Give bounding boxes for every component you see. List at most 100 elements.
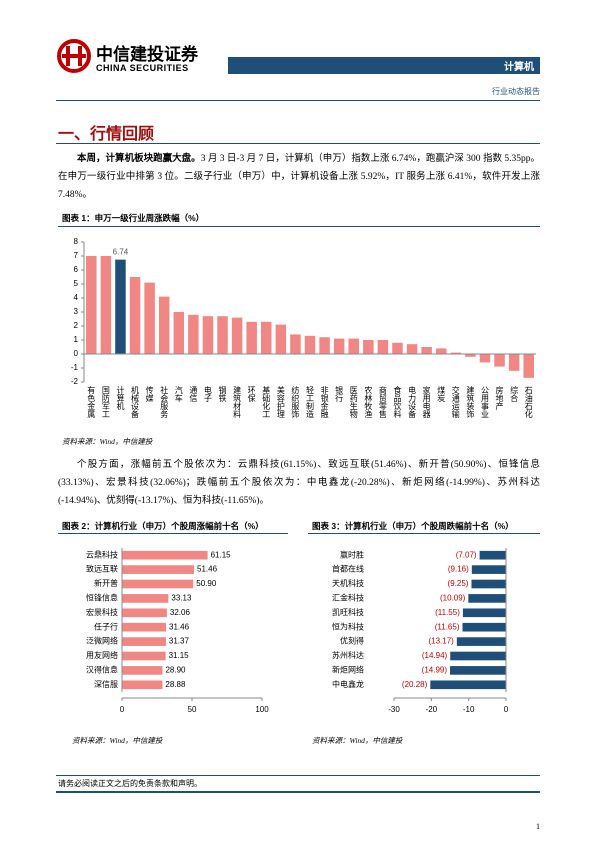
bar xyxy=(122,594,169,603)
category-label: 恒为科技 xyxy=(332,621,364,631)
chart: 赢时胜 (7.07) 首都在线 (9.16) 天机科技 (9.25) 汇金科技 (10.09)… xyxy=(332,548,509,714)
data-label: 32.06 xyxy=(170,608,191,617)
data-label: (7.07) xyxy=(456,550,477,559)
x-tick-label: 交通运输 xyxy=(451,385,460,419)
category-label: 天机科技 xyxy=(332,578,364,588)
category-label: 汇金科技 xyxy=(332,593,364,603)
disclaimer: 请务必阅读正文之后的免责条款和声明。 xyxy=(58,779,202,788)
x-tick-label: 环保 xyxy=(247,386,256,403)
bar xyxy=(122,622,167,632)
bar xyxy=(363,340,374,354)
category-label: 新炬网络 xyxy=(332,665,364,675)
bar xyxy=(406,344,418,354)
y-tick-label: 5 xyxy=(74,279,79,288)
category-label: 宏景科技 xyxy=(86,607,118,617)
y-tick-label: 6 xyxy=(74,265,79,274)
page-number: 1 xyxy=(536,822,540,831)
y-tick-label: 3 xyxy=(74,307,79,316)
bar xyxy=(217,316,228,354)
body: 个股方面，涨幅前五个股依次为：云鼎科技(61.15%)、致远互联(51.46%)… xyxy=(58,460,540,506)
y-tick-label: 2 xyxy=(74,321,79,330)
data-label: 61.15 xyxy=(211,550,232,559)
x-tick-label: 汽车 xyxy=(174,385,183,403)
chart: -2 -1 0 1 2 3 4 5 6 7 8 有色金属 国防军工 6.74 计算机 机械设备 传媒 社会服务 汽车… xyxy=(71,237,536,419)
bar xyxy=(173,312,185,354)
y-tick-label: -2 xyxy=(71,377,79,386)
report-type: 行业动态报告 xyxy=(492,87,540,96)
data-label: 51.46 xyxy=(197,565,218,574)
x-tick-label: 电力设备 xyxy=(408,385,417,419)
bar xyxy=(465,354,476,357)
paragraph: 本周，计算机板块跑赢大盘。3 月 3 日-3 月 7 日，计算机（申万）指数上涨… xyxy=(58,150,540,204)
data-label: 31.15 xyxy=(169,651,190,660)
bar xyxy=(122,666,163,675)
bar xyxy=(122,550,208,560)
x-tick-label: 商贸零售 xyxy=(378,385,387,419)
data-label: 31.37 xyxy=(169,637,190,646)
x-tick-label: 纺织服饰 xyxy=(291,385,300,419)
bar xyxy=(471,565,506,574)
data-label: (20.28) xyxy=(402,680,428,689)
bar xyxy=(348,338,359,354)
y-tick-label: 1 xyxy=(74,335,79,344)
x-tick-label: 国防军工 xyxy=(101,386,110,418)
data-label: (11.55) xyxy=(435,608,460,617)
data-label: (9.16) xyxy=(448,565,469,574)
section-title: 一、行情回顾 xyxy=(58,124,155,143)
x-tick-label: 机械设备 xyxy=(131,385,140,419)
bar xyxy=(261,321,272,354)
data-label: 50.90 xyxy=(196,579,217,588)
source: 资料来源：Wind，中信建投 xyxy=(62,437,153,446)
category-label: 中电鑫龙 xyxy=(332,679,364,689)
x-tick-label: 建筑装饰 xyxy=(466,385,475,419)
lead: 本周，计算机板块跑赢大盘。 xyxy=(77,154,201,164)
bar xyxy=(122,608,167,618)
data-label: (11.65) xyxy=(435,622,460,631)
bar xyxy=(462,608,506,618)
bar xyxy=(290,334,301,354)
x-tick-label: 煤炭 xyxy=(437,385,446,403)
data-label: 31.46 xyxy=(169,622,190,631)
category-label: 深信服 xyxy=(94,679,118,689)
rule xyxy=(58,533,288,534)
logo-icon xyxy=(57,39,91,73)
bar xyxy=(122,680,163,690)
logo-cn: 中信建投证券 xyxy=(96,45,198,65)
bar xyxy=(158,296,170,354)
bar xyxy=(494,354,505,367)
x-tick-label: 食品饮料 xyxy=(393,385,402,419)
rule xyxy=(58,226,540,227)
x-tick-label: 传媒 xyxy=(145,385,154,403)
bar xyxy=(471,579,506,589)
rule xyxy=(56,100,540,101)
bar xyxy=(202,316,214,354)
x-tick-label: 钢铁 xyxy=(218,385,227,403)
category-label: 汉得信息 xyxy=(86,665,118,675)
figure-title: 图表 2：计算机行业（申万）个股周涨幅前十名（%） xyxy=(62,521,264,531)
x-tick-label: 电子 xyxy=(203,385,212,402)
bar xyxy=(430,680,506,690)
bar xyxy=(456,637,506,646)
bar xyxy=(115,259,126,354)
logo-en: CHINA SECURITIES xyxy=(96,63,189,73)
bar xyxy=(392,342,403,354)
x-tick-label: 银行 xyxy=(335,385,344,403)
bar xyxy=(333,338,345,354)
bar xyxy=(122,651,166,661)
bar xyxy=(304,335,316,354)
x-tick-label: -30 xyxy=(388,705,400,714)
category-label: 赢时胜 xyxy=(340,549,364,559)
category-label: 苏州科达 xyxy=(332,650,364,660)
x-tick-label: 0 xyxy=(120,705,125,714)
bar xyxy=(435,348,447,354)
x-tick-label: 公用事业 xyxy=(480,386,489,418)
data-label: 6.74 xyxy=(113,248,129,257)
data-label: (14.99) xyxy=(422,666,448,675)
x-tick-label: 100 xyxy=(255,705,269,714)
source: 资料来源：Wind，中信建投 xyxy=(312,736,403,745)
chart: 云鼎科技 61.15 致远互联 51.46 新开普 50.90 恒锋信息 33.13 宏景科技 3… xyxy=(86,548,269,714)
x-tick-label: 计算机 xyxy=(116,385,125,411)
bar xyxy=(144,282,155,354)
category-label: 恒锋信息 xyxy=(86,593,118,603)
bar xyxy=(188,314,199,354)
